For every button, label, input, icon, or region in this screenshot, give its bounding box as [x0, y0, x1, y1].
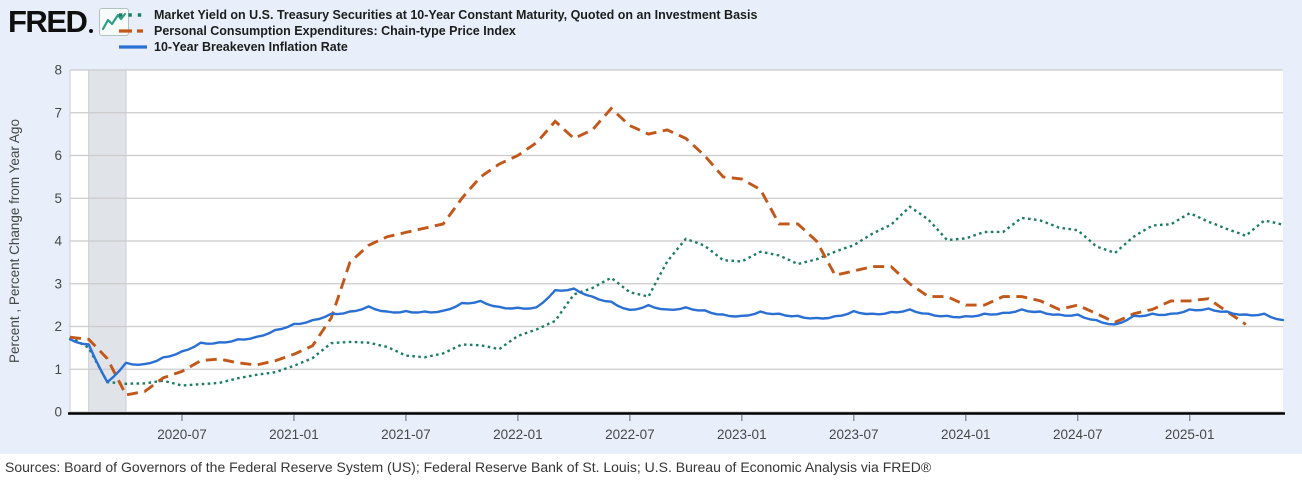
legend-label: 10-Year Breakeven Inflation Rate — [154, 40, 348, 54]
x-tick-label: 2023-07 — [829, 427, 879, 442]
sources-text: Sources: Board of Governors of the Feder… — [5, 459, 932, 475]
legend-label: Market Yield on U.S. Treasury Securities… — [154, 8, 758, 22]
legend-label: Personal Consumption Expenditures: Chain… — [154, 24, 516, 38]
y-tick-label: 4 — [54, 234, 62, 249]
x-tick-label: 2021-07 — [381, 427, 431, 442]
legend-item-breakeven-rate: 10-Year Breakeven Inflation Rate — [116, 39, 757, 55]
legend-item-pce-price-index: Personal Consumption Expenditures: Chain… — [116, 23, 757, 39]
y-tick-label: 0 — [54, 405, 62, 420]
legend-item-treasury-yield: Market Yield on U.S. Treasury Securities… — [116, 7, 757, 23]
y-tick-label: 3 — [54, 276, 62, 291]
fred-logo-text: FRED — [8, 4, 88, 39]
y-tick-label: 8 — [54, 63, 62, 78]
series-line-treasury-yield[interactable] — [69, 205, 1284, 387]
dotted-line-marker-icon — [119, 13, 147, 17]
y-axis-title: Percent , Percent Change from Year Ago — [7, 119, 22, 363]
series-line-pce-price-index[interactable] — [69, 106, 1247, 397]
y-tick-label: 7 — [54, 105, 62, 120]
registered-mark-icon — [89, 29, 94, 33]
x-tick-label: 2024-07 — [1053, 427, 1103, 442]
fred-logo[interactable]: FRED — [8, 4, 130, 39]
x-tick-label: 2022-01 — [493, 427, 543, 442]
series-line-breakeven-rate[interactable] — [68, 287, 1285, 384]
y-tick-label: 2 — [54, 319, 62, 334]
y-tick-label: 5 — [54, 191, 62, 206]
x-tick-label: 2025-01 — [1165, 427, 1215, 442]
solid-line-marker-icon — [119, 45, 147, 49]
x-tick-label: 2024-01 — [941, 427, 991, 442]
dashed-line-marker-icon — [119, 29, 147, 33]
footer: Sources: Board of Governors of the Feder… — [0, 454, 1302, 480]
x-tick-label: 2020-07 — [157, 427, 207, 442]
y-tick-label: 6 — [54, 148, 62, 163]
x-tick-label: 2023-01 — [717, 427, 767, 442]
x-tick-label: 2021-01 — [269, 427, 319, 442]
x-tick-label: 2022-07 — [605, 427, 655, 442]
y-tick-label: 1 — [54, 362, 62, 377]
chart-legend: Market Yield on U.S. Treasury Securities… — [116, 7, 757, 55]
